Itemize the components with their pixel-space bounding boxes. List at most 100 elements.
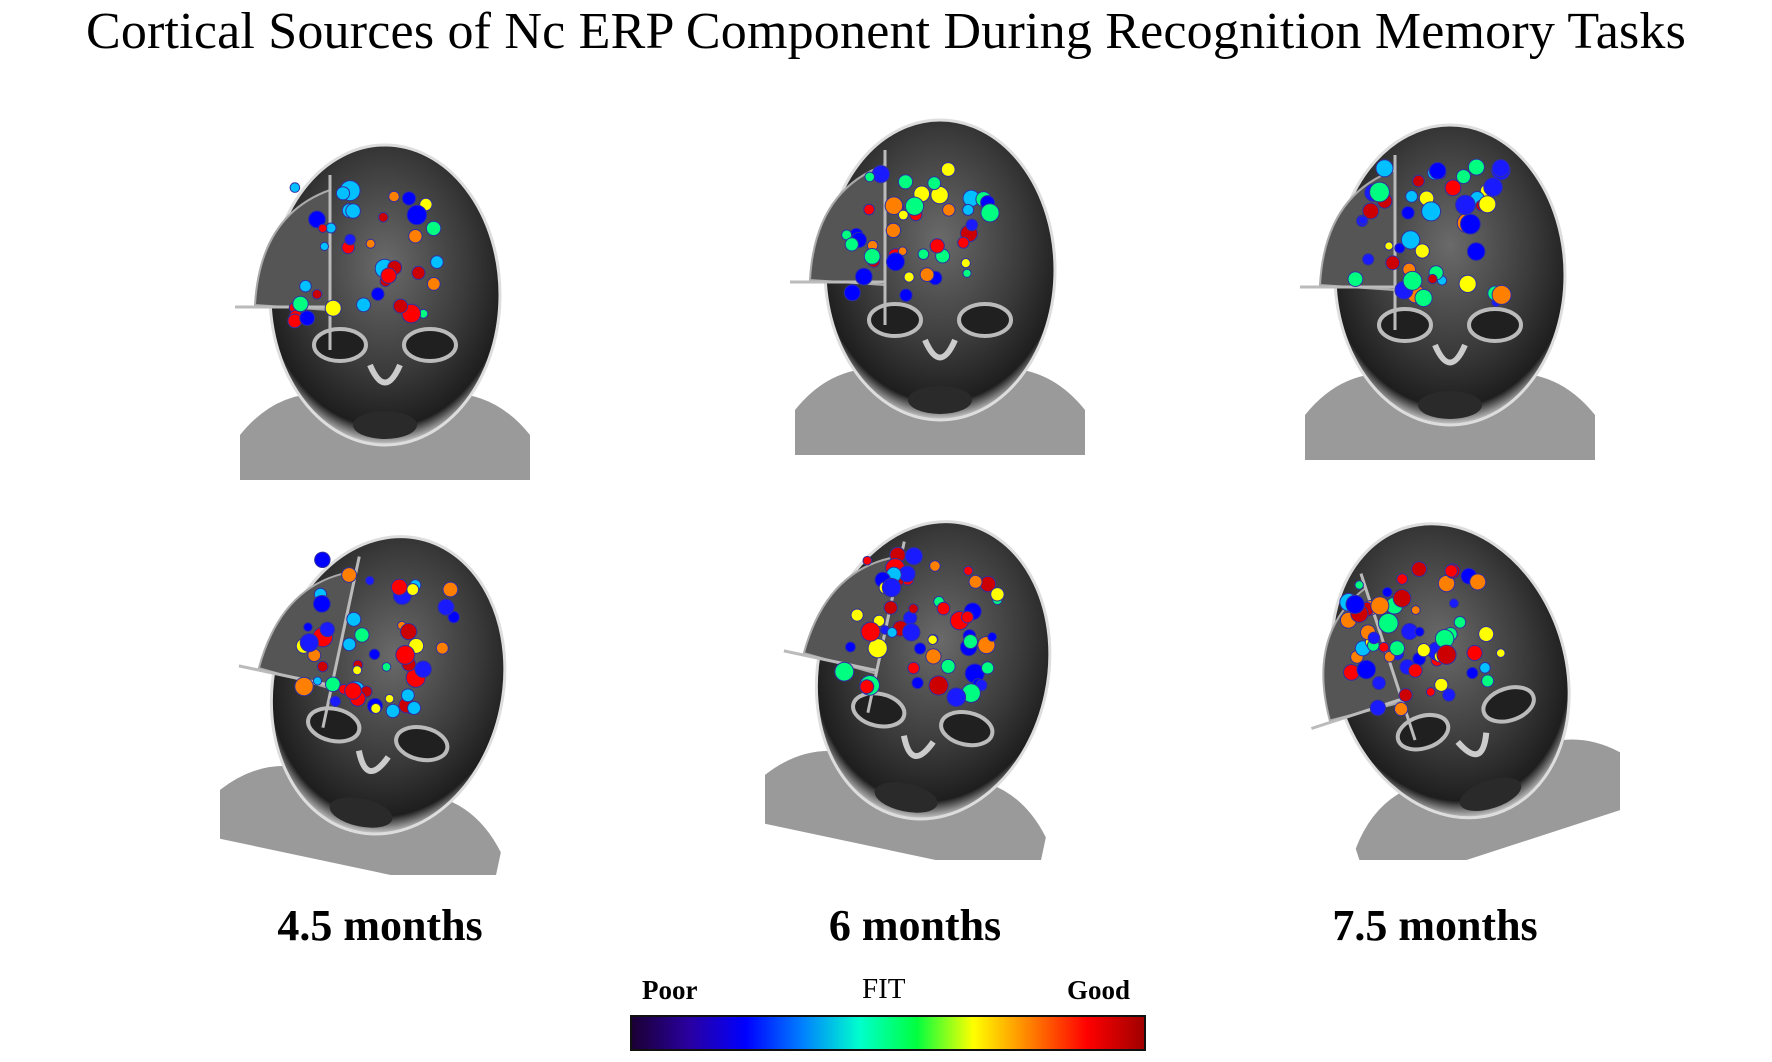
column-label-4-5-months: 4.5 months <box>277 901 483 950</box>
legend-fit-label: FIT <box>862 973 906 1005</box>
source-blob <box>345 203 361 219</box>
head-panel-6-months-oblique <box>765 510 1095 860</box>
mri-head-svg <box>790 118 1085 455</box>
source-blob <box>385 703 401 719</box>
source-blob <box>442 581 459 598</box>
source-blob <box>1478 195 1497 214</box>
source-blob <box>854 267 873 286</box>
source-blob <box>335 186 351 201</box>
source-blob <box>1466 644 1483 662</box>
eye-region <box>1481 685 1536 724</box>
mri-head-svg <box>220 535 507 875</box>
nose-region <box>355 750 391 774</box>
eye-region <box>957 302 1013 338</box>
source-blob <box>401 191 417 206</box>
source-blob <box>844 641 856 653</box>
nose-region <box>900 735 936 759</box>
source-blob <box>370 702 382 714</box>
head-panel-6-months-front <box>775 110 1105 460</box>
source-blob <box>344 233 356 246</box>
source-blob <box>885 222 902 239</box>
source-blob <box>1414 626 1425 637</box>
source-blob <box>344 682 362 700</box>
source-blob <box>859 679 875 695</box>
source-blob <box>380 267 397 284</box>
source-blob <box>913 642 927 655</box>
source-blob <box>962 268 972 278</box>
source-blob <box>1483 177 1503 197</box>
source-blob <box>1354 580 1364 590</box>
source-blob <box>303 622 313 632</box>
source-blob <box>312 676 323 686</box>
source-blob <box>860 621 881 642</box>
source-blob <box>312 594 331 613</box>
source-blob <box>1467 158 1485 176</box>
source-blob <box>1453 615 1467 629</box>
source-blob <box>1370 596 1390 616</box>
source-blob <box>384 693 395 704</box>
source-blob <box>1434 677 1449 692</box>
eye-region <box>851 691 907 729</box>
mouth-region <box>908 386 972 414</box>
source-blob <box>1491 284 1512 305</box>
source-blob <box>1437 574 1456 593</box>
source-blob <box>884 196 904 215</box>
source-blob <box>1405 190 1418 203</box>
source-blob <box>1428 162 1447 180</box>
source-blob <box>319 241 330 252</box>
source-blob <box>1393 701 1409 717</box>
mouth-region <box>1459 777 1522 811</box>
eye-region <box>306 706 362 744</box>
source-blob <box>341 567 358 583</box>
source-blob <box>940 162 956 177</box>
mouth-region <box>329 797 393 828</box>
source-blob <box>342 637 357 652</box>
nose-region <box>922 338 958 361</box>
source-blob <box>968 574 983 589</box>
source-blob <box>1378 612 1399 634</box>
source-blob <box>1460 213 1481 235</box>
source-blob <box>1436 644 1457 665</box>
source-blob <box>929 560 941 572</box>
source-blob <box>308 210 326 229</box>
source-blob <box>1398 688 1413 703</box>
source-blob <box>883 600 898 615</box>
head-panel-7-5-months-oblique <box>1290 510 1620 860</box>
source-blob <box>904 547 923 566</box>
source-blob <box>1396 573 1408 585</box>
source-blob <box>927 634 938 645</box>
mri-head-svg <box>1310 522 1620 860</box>
source-blob <box>407 701 422 716</box>
source-blob <box>942 203 956 217</box>
source-blob <box>903 271 915 283</box>
source-blob <box>426 277 441 291</box>
source-blob <box>1378 641 1390 653</box>
source-blob <box>867 638 888 659</box>
mri-head-svg <box>765 520 1052 860</box>
source-blob <box>400 623 418 641</box>
legend-good-label: Good <box>1067 975 1131 1005</box>
axis-line <box>783 649 878 673</box>
source-blob <box>1481 674 1495 688</box>
eye-region <box>312 327 368 363</box>
source-blob <box>1469 573 1487 591</box>
source-blob <box>388 190 400 203</box>
source-blob <box>1458 274 1477 293</box>
source-blob <box>1466 242 1486 261</box>
source-blob <box>314 551 331 569</box>
source-blob <box>963 565 974 576</box>
source-blob <box>917 248 930 260</box>
source-blob <box>1478 626 1495 643</box>
source-blob <box>863 203 875 216</box>
source-blob <box>1392 589 1412 608</box>
source-blob <box>1375 159 1394 178</box>
source-blob <box>1358 215 1368 225</box>
source-blob <box>437 598 455 616</box>
source-blob <box>393 298 409 314</box>
source-blob <box>897 209 909 221</box>
source-blob <box>425 220 442 237</box>
source-blob <box>311 289 323 300</box>
eye-region <box>1377 307 1433 343</box>
source-blob <box>1369 181 1390 203</box>
source-blob <box>435 641 449 655</box>
